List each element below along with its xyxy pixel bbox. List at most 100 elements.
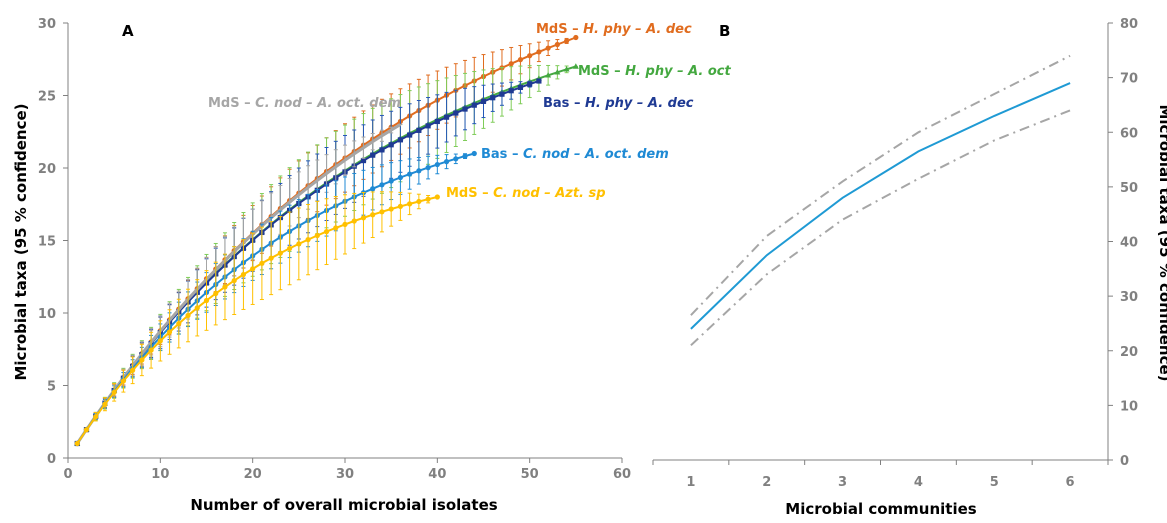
panel-a-x-axis-label: Number of overall microbial isolates (190, 496, 497, 514)
panel-a-x-tick-label: 0 (63, 467, 72, 482)
series-label-part: Bas – (543, 96, 585, 111)
panel-b-y-axis-label: Microbial taxa (95 % confidence) (1156, 104, 1167, 381)
data-point (379, 182, 385, 188)
panel-b-y-tick-label: 30 (1120, 290, 1138, 305)
data-point (388, 206, 394, 212)
panel-b-y-tick-label: 20 (1120, 345, 1138, 360)
panel-a-y-tick-label: 0 (47, 452, 56, 467)
data-point (268, 255, 274, 261)
data-point (250, 266, 256, 272)
data-point (333, 225, 339, 231)
data-point (564, 38, 570, 44)
data-point (111, 389, 117, 395)
data-point (296, 241, 302, 247)
data-point (471, 102, 477, 108)
data-point (102, 401, 108, 407)
data-point (416, 198, 422, 205)
data-point (370, 212, 376, 218)
data-point (536, 78, 542, 84)
data-point (443, 114, 450, 120)
panel-a-label: A (122, 22, 134, 40)
data-point (425, 123, 431, 129)
data-point (407, 201, 413, 207)
panel-a-x-tick-label: 30 (336, 467, 354, 482)
series-line (76, 196, 438, 445)
data-point (93, 414, 99, 420)
data-point (342, 221, 348, 227)
panel-b-x-tick-label: 5 (990, 475, 999, 490)
series-label-part: C. nod – Azt. sp (493, 186, 605, 201)
panel-b-estimate-line (690, 82, 1071, 330)
panel-b-x-tick-label: 4 (914, 475, 923, 490)
data-point (527, 53, 533, 59)
panel-a-series-labels: MdS – H. phy – A. dec MdS – H. phy – A. o… (208, 22, 732, 201)
series-label-mds-h-phy-a-dec: MdS – H. phy – A. dec (536, 22, 692, 37)
panel-a-y-tick-label: 25 (38, 90, 56, 105)
data-point (397, 174, 403, 181)
data-point (397, 203, 403, 209)
data-point (434, 118, 440, 125)
data-point (240, 271, 247, 278)
data-point (287, 245, 293, 252)
data-point (443, 159, 450, 165)
data-point (416, 168, 422, 174)
series-bas-c-nod-a-oct-dem (74, 150, 477, 447)
data-point (517, 84, 524, 90)
panel-b-x-tick-label: 2 (762, 475, 771, 490)
panel-b-marks (690, 54, 1071, 347)
data-point (323, 229, 330, 235)
panel-a-x-tick-label: 10 (151, 467, 169, 482)
data-point (314, 232, 320, 239)
panel-b-y-tick-label: 70 (1120, 72, 1138, 87)
data-point (517, 57, 524, 63)
series-label-part: MdS – (208, 96, 255, 111)
panel-a-y-tick-label: 5 (47, 380, 56, 395)
data-point (563, 66, 570, 72)
series-label-bas-c-nod-a-oct-dem: Bas – C. nod – A. oct. dem (481, 147, 669, 162)
data-point (351, 218, 357, 224)
panel-a-y-tick-label: 10 (38, 307, 56, 322)
panel-b-y-tick-label: 40 (1120, 236, 1138, 251)
data-point (120, 378, 126, 384)
data-point (379, 147, 385, 153)
panel-b-x-axis-label: Microbial communities (785, 500, 976, 518)
data-point (527, 81, 533, 87)
data-point (554, 69, 561, 75)
series-label-part: C. nod – A. oct. dem (255, 96, 401, 111)
data-point (545, 72, 552, 78)
data-point (222, 284, 228, 290)
panel-b-y-tick-label: 50 (1120, 181, 1138, 196)
data-point (277, 250, 283, 256)
panel-b-x-tick-label: 3 (838, 475, 847, 490)
data-point (453, 156, 459, 162)
series-mds-c-nod-azt-sp (74, 191, 440, 447)
data-point (360, 157, 367, 164)
panel-b-y-tick-label: 10 (1120, 399, 1138, 414)
panel-b: B Microbial taxa (95 % confidence) Micro… (652, 17, 1167, 518)
data-point (176, 320, 182, 327)
data-point (370, 152, 376, 158)
panel-a-marks (74, 34, 579, 447)
data-point (74, 440, 80, 447)
data-point (130, 367, 136, 373)
data-point (397, 137, 403, 143)
series-label-mds-c-nod-a-oct-dem: MdS – C. nod – A. oct. dem (208, 96, 401, 111)
panel-a-axes: 0 10 20 30 40 50 60 0 5 10 15 20 25 30 (38, 17, 631, 482)
panel-b-y-tick-label: 80 (1120, 17, 1138, 32)
data-point (554, 41, 560, 48)
panel-a-y-axis-label: Microbial taxa (95 % confidence) (12, 103, 30, 380)
data-point (462, 153, 468, 159)
data-point (231, 277, 237, 284)
panel-b-y-tick-label: 60 (1120, 126, 1138, 141)
data-point (213, 290, 219, 297)
data-point (425, 165, 431, 171)
data-point (194, 305, 200, 311)
data-point (434, 194, 440, 200)
panel-b-upper-line (690, 54, 1071, 316)
panel-b-lower-line (690, 109, 1071, 347)
data-point (499, 91, 505, 97)
data-point (490, 95, 496, 101)
series-label-mds-h-phy-a-oct: MdS – H. phy – A. oct (578, 64, 732, 79)
panel-b-x-tick-label: 1 (686, 475, 695, 490)
